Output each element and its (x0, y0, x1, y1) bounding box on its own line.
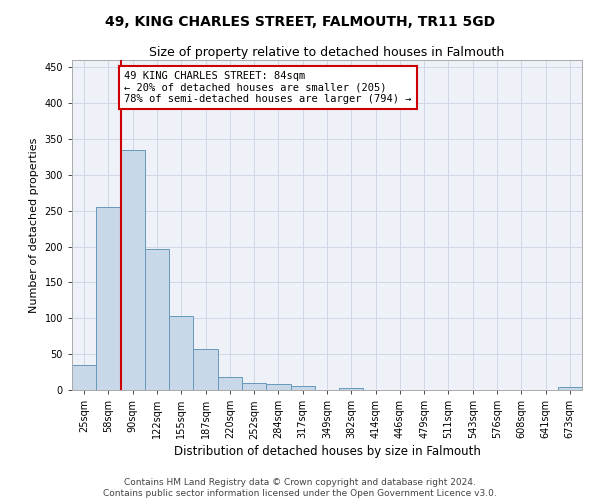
Bar (558, 387, 582, 390)
Bar (72, 365, 96, 390)
Bar (169, 316, 193, 390)
Bar (266, 384, 290, 390)
Bar (290, 386, 315, 390)
X-axis label: Distribution of detached houses by size in Falmouth: Distribution of detached houses by size … (173, 446, 481, 458)
Bar (218, 377, 242, 390)
Bar (339, 388, 364, 390)
Title: Size of property relative to detached houses in Falmouth: Size of property relative to detached ho… (149, 46, 505, 59)
Text: 49, KING CHARLES STREET, FALMOUTH, TR11 5GD: 49, KING CHARLES STREET, FALMOUTH, TR11 … (105, 15, 495, 29)
Bar (193, 349, 218, 390)
Bar (96, 207, 121, 390)
Bar (121, 150, 145, 390)
Text: Contains HM Land Registry data © Crown copyright and database right 2024.
Contai: Contains HM Land Registry data © Crown c… (103, 478, 497, 498)
Y-axis label: Number of detached properties: Number of detached properties (29, 138, 39, 312)
Bar (145, 248, 169, 390)
Text: 49 KING CHARLES STREET: 84sqm
← 20% of detached houses are smaller (205)
78% of : 49 KING CHARLES STREET: 84sqm ← 20% of d… (124, 71, 412, 104)
Bar (242, 383, 266, 390)
